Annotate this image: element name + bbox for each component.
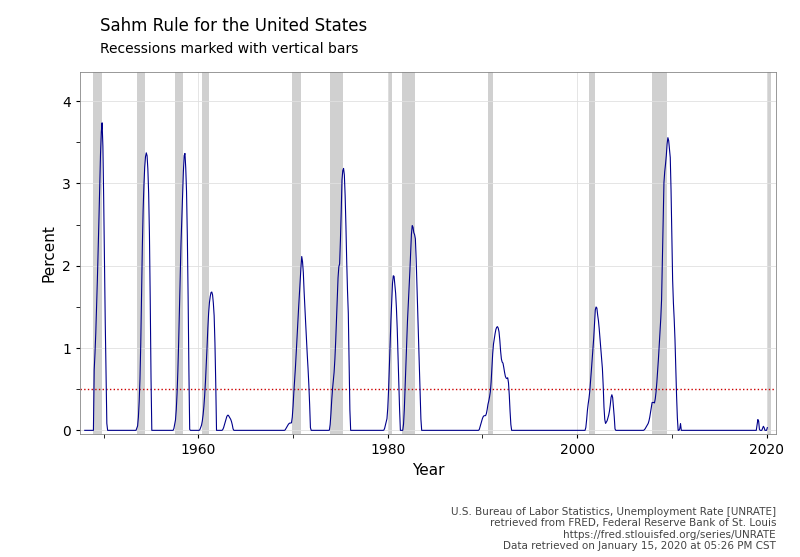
- Bar: [589, 72, 595, 434]
- Bar: [652, 72, 667, 434]
- Bar: [402, 72, 415, 434]
- Bar: [175, 72, 182, 434]
- Bar: [766, 72, 771, 434]
- Bar: [94, 72, 102, 434]
- X-axis label: Year: Year: [412, 463, 444, 478]
- Bar: [388, 72, 393, 434]
- Text: Sahm Rule for the United States: Sahm Rule for the United States: [100, 17, 367, 35]
- Bar: [488, 72, 494, 434]
- Text: Recessions marked with vertical bars: Recessions marked with vertical bars: [100, 42, 358, 56]
- Y-axis label: Percent: Percent: [42, 224, 57, 282]
- Bar: [137, 72, 145, 434]
- Bar: [330, 72, 342, 434]
- Bar: [292, 72, 301, 434]
- Bar: [202, 72, 210, 434]
- Text: U.S. Bureau of Labor Statistics, Unemployment Rate [UNRATE]
retrieved from FRED,: U.S. Bureau of Labor Statistics, Unemplo…: [451, 507, 776, 551]
